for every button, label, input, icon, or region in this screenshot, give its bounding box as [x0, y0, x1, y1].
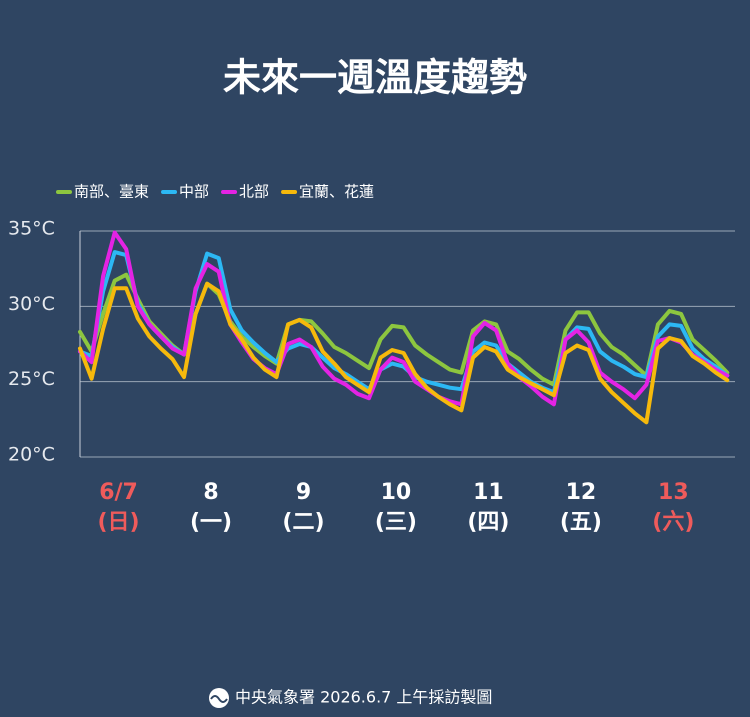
legend-label: 中部 — [179, 183, 209, 201]
x-tick-label: 12 — [566, 480, 597, 505]
legend-label: 南部、臺東 — [74, 183, 149, 201]
x-tick-label: 9 — [296, 480, 311, 505]
legend-label: 宜蘭、花蓮 — [299, 183, 374, 201]
x-tick-label: 13 — [658, 480, 689, 505]
y-tick-label: 30°C — [8, 293, 55, 315]
x-tick-weekday: (六) — [652, 510, 694, 535]
x-tick-label: 10 — [381, 480, 412, 505]
x-tick-weekday: (日) — [97, 510, 139, 535]
y-tick-label: 20°C — [8, 444, 55, 466]
footer-logo — [209, 688, 229, 708]
x-tick-label: 6/7 — [99, 480, 138, 505]
footer-credit: 中央氣象署 2026.6.7 上午採訪製圖 — [235, 688, 492, 707]
x-tick-label: 11 — [473, 480, 504, 505]
series-line — [78, 230, 730, 407]
x-tick-weekday: (四) — [467, 510, 509, 535]
x-tick-weekday: (三) — [375, 510, 417, 535]
x-tick-weekday: (五) — [560, 510, 602, 535]
y-tick-label: 25°C — [8, 368, 55, 390]
x-tick-weekday: (二) — [282, 510, 324, 535]
series-line — [78, 281, 730, 425]
chart-title: 未來一週溫度趨勢 — [223, 56, 527, 100]
legend-label: 北部 — [239, 183, 269, 201]
x-tick-weekday: (一) — [190, 510, 232, 535]
x-tick-label: 8 — [203, 480, 218, 505]
y-tick-label: 35°C — [8, 218, 55, 240]
